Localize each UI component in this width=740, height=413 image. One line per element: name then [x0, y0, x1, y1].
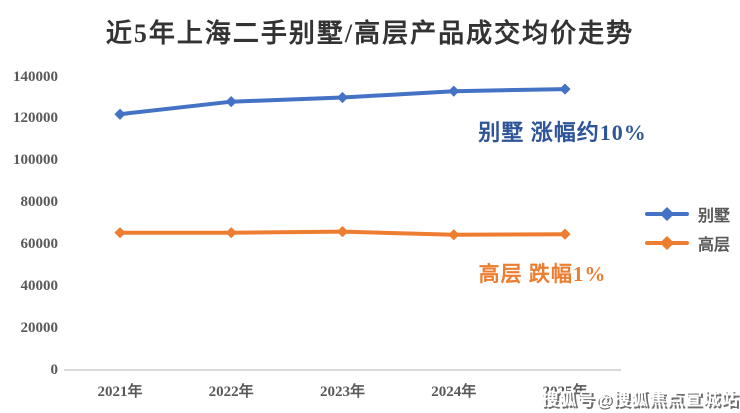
legend-item-villa: 别墅 — [645, 205, 731, 225]
x-tick-label-2021年: 2021年 — [97, 384, 143, 400]
y-tick-label-60000: 60000 — [20, 236, 59, 253]
data-point-高层-2025年 — [559, 228, 571, 240]
highrise-diamond-marker-icon — [659, 235, 675, 251]
y-tick-label-0: 0 — [50, 362, 59, 378]
y-tick-label-120000: 120000 — [13, 110, 58, 127]
data-point-高层-2023年 — [336, 226, 349, 238]
highrise-line-swatch — [645, 235, 689, 251]
data-point-高层-2021年 — [114, 227, 126, 239]
legend: 别墅 高层 — [645, 205, 731, 254]
y-tick-label-100000: 100000 — [13, 152, 58, 169]
x-tick-label-2024年: 2024年 — [431, 384, 477, 400]
x-tick-label-2023年: 2023年 — [319, 384, 365, 400]
highrise-annotation: 高层 跌幅1% — [478, 262, 607, 286]
watermark: 搜狐号@搜狐焦点宣城站 — [541, 390, 739, 409]
villa-line-swatch — [645, 206, 689, 222]
y-tick-label-140000: 140000 — [13, 68, 58, 85]
legend-item-highrise: 高层 — [645, 234, 731, 254]
data-point-别墅-2024年 — [448, 85, 460, 97]
data-point-别墅-2021年 — [114, 108, 126, 120]
data-point-别墅-2023年 — [336, 91, 349, 104]
villa-diamond-marker-icon — [659, 206, 675, 222]
data-point-别墅-2025年 — [559, 83, 571, 95]
y-tick-label-40000: 40000 — [20, 278, 59, 295]
data-point-高层-2022年 — [225, 227, 237, 239]
legend-label-highrise: 高层 — [698, 237, 731, 254]
x-tick-label-2022年: 2022年 — [208, 384, 254, 400]
data-point-高层-2024年 — [448, 229, 460, 241]
chart-title: 近5年上海二手别墅/高层产品成交均价走势 — [105, 19, 635, 48]
x-tick-label-2025年: 2025年 — [542, 384, 588, 400]
legend-label-villa: 别墅 — [698, 208, 731, 225]
y-tick-label-80000: 80000 — [20, 194, 59, 211]
villa-annotation: 别墅 涨幅约10% — [478, 120, 647, 145]
y-tick-label-20000: 20000 — [20, 320, 59, 337]
data-point-别墅-2022年 — [225, 96, 237, 108]
